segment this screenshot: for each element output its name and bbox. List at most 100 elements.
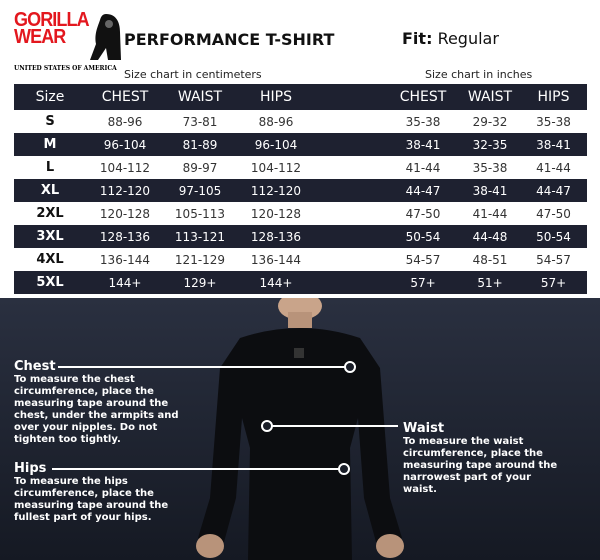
value-cell xyxy=(316,110,386,133)
value-cell xyxy=(316,179,386,202)
waist-info: Waist To measure the waist circumference… xyxy=(403,421,563,496)
value-cell: 120-128 xyxy=(99,206,151,221)
value-cell: 96-104 xyxy=(86,133,164,156)
chest-line xyxy=(58,366,346,368)
hips-line xyxy=(52,468,340,470)
value-cell: 104-112 xyxy=(250,160,302,175)
table-header: Size CHEST WAIST HIPS CHEST WAIST HIPS xyxy=(14,84,587,110)
fit-value: Regular xyxy=(437,29,499,48)
value-cell: 41-44 xyxy=(472,206,508,221)
table-row: XL 112-120 97-105 112-120 44-47 38-41 44-47 xyxy=(14,179,587,202)
table-row: L 104-112 89-97 104-112 41-44 35-38 41-44 xyxy=(14,156,587,179)
gorilla-icon xyxy=(90,14,121,60)
value-cell: 38-41 xyxy=(520,133,587,156)
value-cell xyxy=(316,133,386,156)
column-header: Size xyxy=(14,84,86,110)
value-cell: 81-89 xyxy=(164,133,236,156)
value-cell: 47-50 xyxy=(405,206,441,221)
value-cell: 97-105 xyxy=(164,179,236,202)
size-cell: M xyxy=(14,133,86,156)
value-cell xyxy=(316,248,386,271)
value-cell: 57+ xyxy=(386,271,460,294)
column-header: HIPS xyxy=(520,84,587,110)
column-header: CHEST xyxy=(386,84,460,110)
value-cell xyxy=(316,271,386,294)
measurement-guide: Chest To measure the chest circumference… xyxy=(0,298,600,560)
value-cell: 38-41 xyxy=(386,133,460,156)
value-cell: 57+ xyxy=(520,271,587,294)
value-cell: 29-32 xyxy=(472,114,508,129)
table-row: 2XL 120-128 105-113 120-128 47-50 41-44 47-50 xyxy=(14,202,587,225)
chest-title: Chest xyxy=(14,359,56,374)
value-cell: 105-113 xyxy=(174,206,226,221)
column-header: WAIST xyxy=(164,84,236,110)
value-cell: 112-120 xyxy=(86,179,164,202)
caption-cm: Size chart in centimeters xyxy=(124,68,262,81)
value-cell: 136-144 xyxy=(99,252,151,267)
product-title: PERFORMANCE T-SHIRT xyxy=(124,30,335,49)
column-header: HIPS xyxy=(236,84,316,110)
hips-title: Hips xyxy=(14,461,47,476)
size-cell: XL xyxy=(14,179,86,202)
value-cell: 44-48 xyxy=(460,225,520,248)
hips-text: To measure the hips circumference, place… xyxy=(14,476,169,523)
table-row: S 88-96 73-81 88-96 35-38 29-32 35-38 xyxy=(14,110,587,133)
logo-text-2: WEAR xyxy=(14,26,66,48)
value-cell: 88-96 xyxy=(258,114,294,129)
value-cell: 112-120 xyxy=(236,179,316,202)
table-row: M 96-104 81-89 96-104 38-41 32-35 38-41 xyxy=(14,133,587,156)
chest-marker xyxy=(344,361,356,373)
value-cell: 121-129 xyxy=(174,252,226,267)
value-cell: 44-47 xyxy=(520,179,587,202)
value-cell xyxy=(316,202,386,225)
table-row: 3XL 128-136 113-121 128-136 50-54 44-48 50-54 xyxy=(14,225,587,248)
value-cell: 41-44 xyxy=(405,160,441,175)
logo-patch-icon xyxy=(294,348,304,358)
value-cell: 35-38 xyxy=(405,114,441,129)
value-cell: 104-112 xyxy=(99,160,151,175)
logo-text-1: GORILLA xyxy=(14,9,90,31)
size-cell: 5XL xyxy=(14,271,86,294)
value-cell: 50-54 xyxy=(386,225,460,248)
value-cell: 38-41 xyxy=(460,179,520,202)
value-cell xyxy=(316,225,386,248)
table-row: 5XL 144+ 129+ 144+ 57+ 51+ 57+ xyxy=(14,271,587,294)
size-cell: 3XL xyxy=(14,225,86,248)
column-header: WAIST xyxy=(460,84,520,110)
value-cell: 41-44 xyxy=(536,160,571,175)
fit-label: Fit: xyxy=(402,29,433,48)
value-cell: 88-96 xyxy=(107,114,143,129)
model-image xyxy=(196,298,404,560)
value-cell: 48-51 xyxy=(472,252,508,267)
value-cell: 50-54 xyxy=(520,225,587,248)
caption-inches: Size chart in inches xyxy=(425,68,533,81)
value-cell: 89-97 xyxy=(182,160,218,175)
logo-tagline: UNITED STATES OF AMERICA xyxy=(14,65,117,72)
value-cell: 144+ xyxy=(236,271,316,294)
value-cell: 96-104 xyxy=(236,133,316,156)
chest-info: Chest To measure the chest circumference… xyxy=(14,359,199,446)
value-cell: 35-38 xyxy=(536,114,571,129)
column-header xyxy=(316,84,386,110)
value-cell: 136-144 xyxy=(250,252,302,267)
size-chart-table: Size CHEST WAIST HIPS CHEST WAIST HIPS S 88-96 7… xyxy=(14,84,587,294)
size-cell: L xyxy=(45,160,55,175)
value-cell xyxy=(316,156,386,179)
fit-info: Fit: Regular xyxy=(402,29,499,48)
gorilla-wear-logo: GORILLA WEAR UNITED STATES OF AMERICA xyxy=(14,9,121,72)
value-cell: 128-136 xyxy=(236,225,316,248)
waist-text: To measure the waist circumference, plac… xyxy=(403,436,558,495)
value-cell: 128-136 xyxy=(86,225,164,248)
value-cell: 144+ xyxy=(86,271,164,294)
value-cell: 32-35 xyxy=(460,133,520,156)
hips-info: Hips To measure the hips circumference, … xyxy=(14,461,174,524)
value-cell: 47-50 xyxy=(536,206,571,221)
column-header: CHEST xyxy=(86,84,164,110)
waist-marker xyxy=(261,420,273,432)
waist-line xyxy=(270,425,398,427)
value-cell: 129+ xyxy=(164,271,236,294)
value-cell: 54-57 xyxy=(536,252,571,267)
size-cell: 2XL xyxy=(36,206,64,221)
value-cell: 113-121 xyxy=(164,225,236,248)
table-row: 4XL 136-144 121-129 136-144 54-57 48-51 54-57 xyxy=(14,248,587,271)
